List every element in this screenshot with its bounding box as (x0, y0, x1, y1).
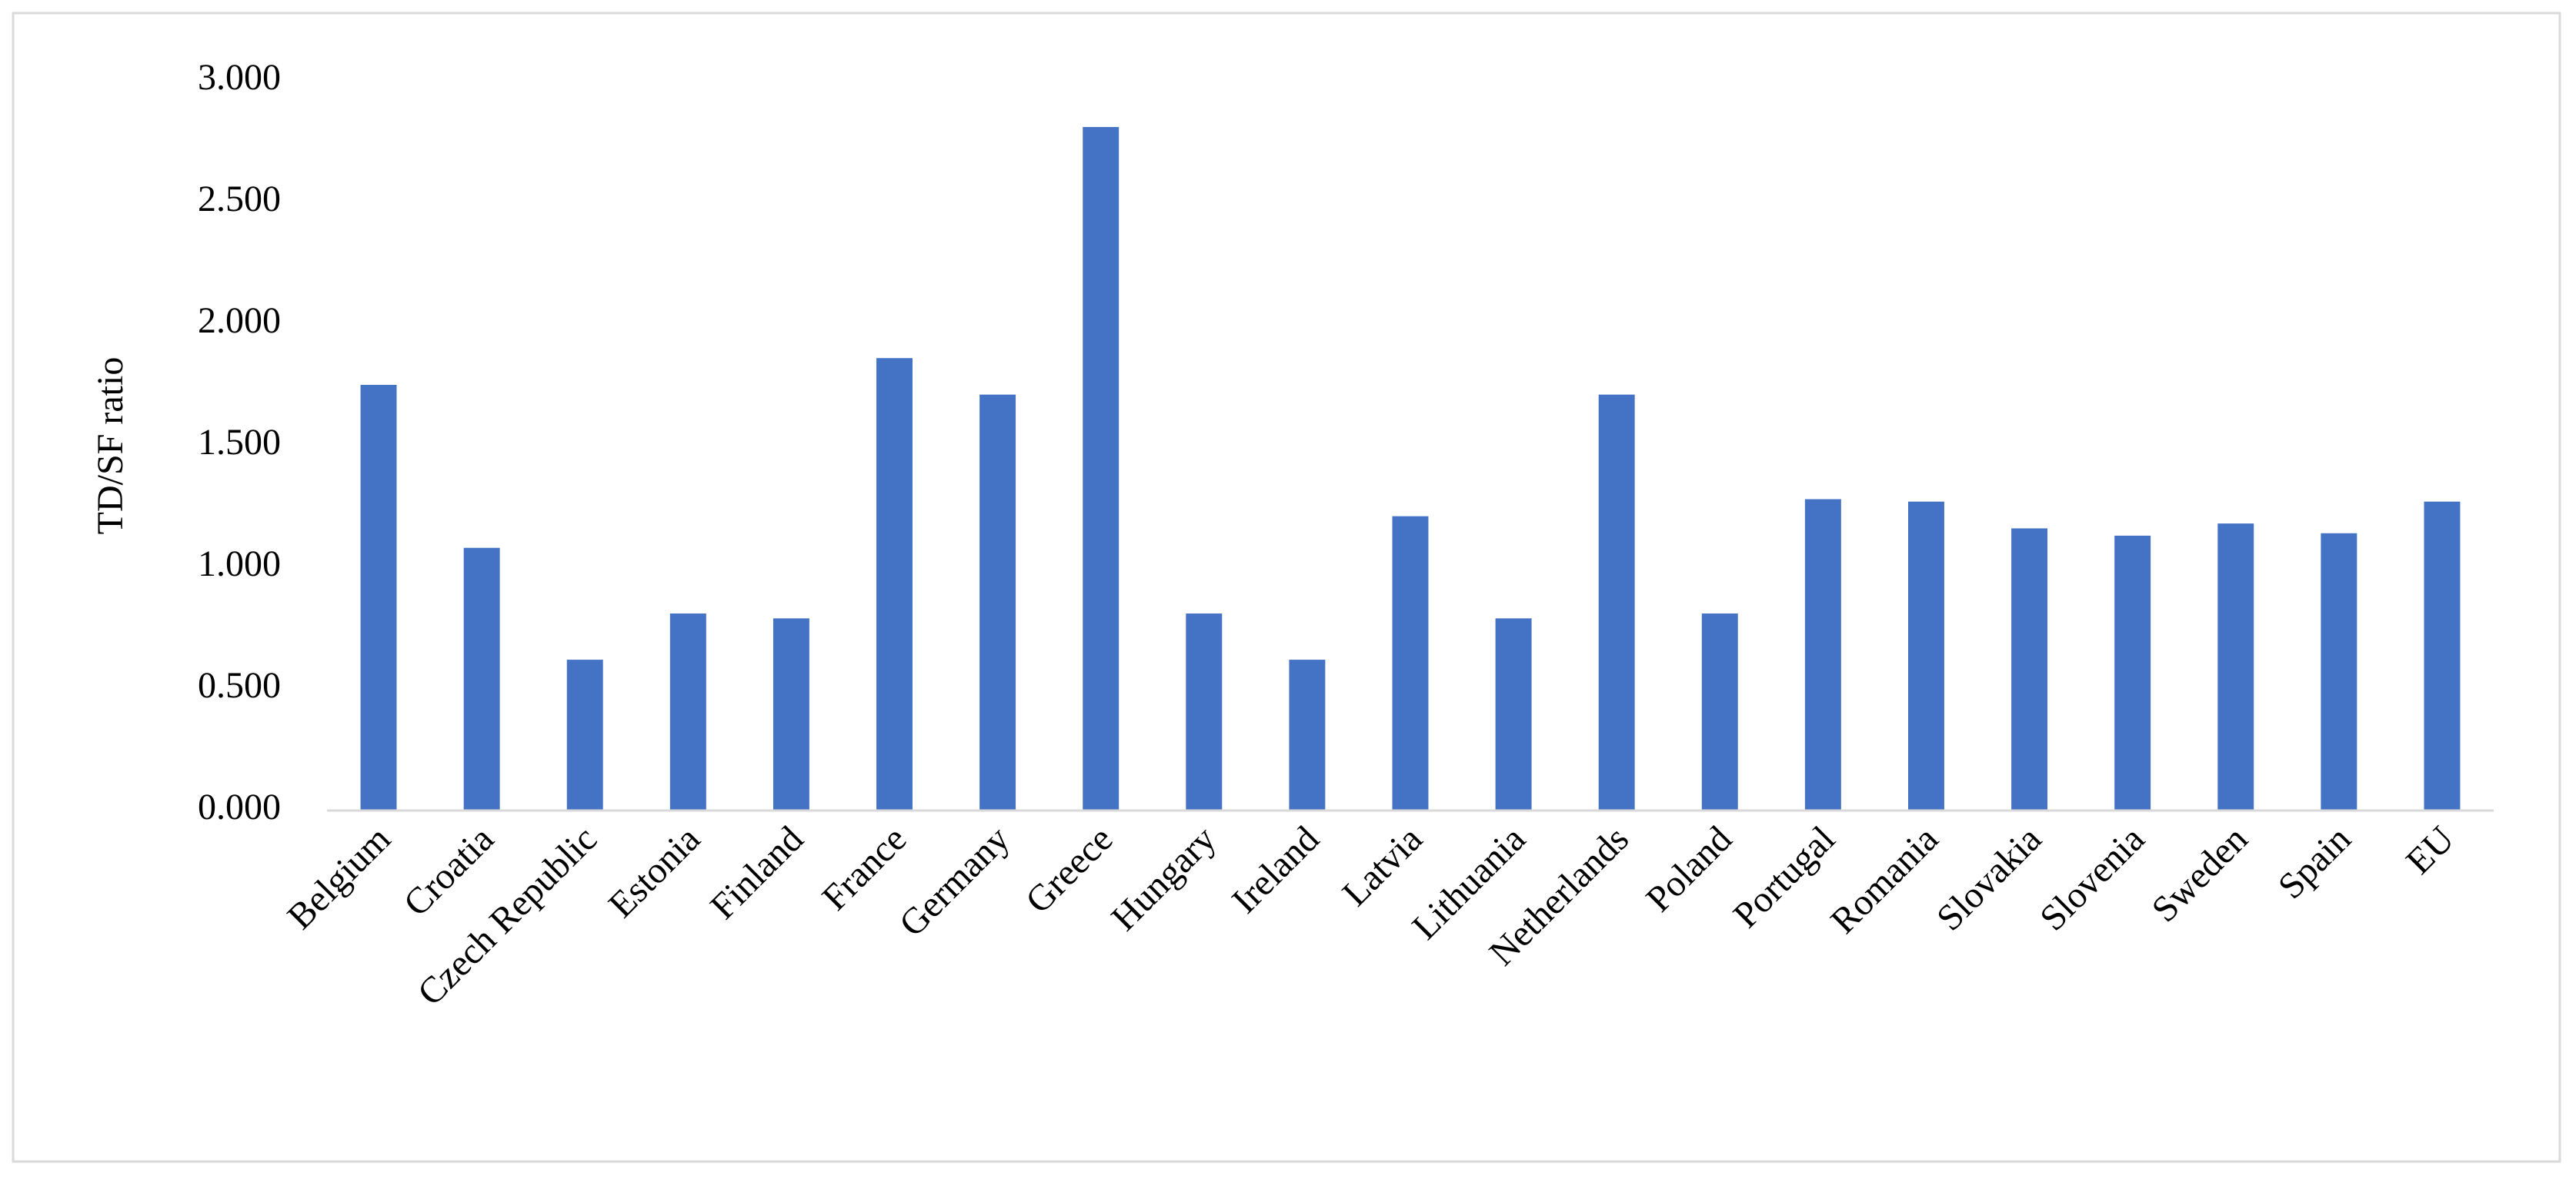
y-axis-label: TD/SF ratio (90, 357, 131, 535)
bar (360, 385, 397, 811)
bar (2424, 501, 2461, 811)
bar (1392, 516, 1429, 811)
bar (2011, 528, 2048, 811)
bar (1804, 499, 1841, 811)
bar (2114, 535, 2151, 811)
bar (1908, 501, 1944, 811)
bar (1289, 660, 1326, 811)
bar (979, 394, 1016, 811)
bar (669, 613, 706, 811)
y-tick-label: 1.000 (198, 543, 281, 584)
bar (2217, 523, 2254, 811)
y-tick-label: 1.500 (198, 422, 281, 463)
bar (2321, 533, 2357, 811)
y-tick-label: 3.000 (198, 57, 281, 98)
y-tick-label: 2.500 (198, 179, 281, 219)
bar (1701, 613, 1738, 811)
bar (1186, 613, 1223, 811)
y-tick-label: 0.500 (198, 665, 281, 706)
bar (566, 660, 603, 811)
bar (772, 618, 809, 811)
bar (1083, 127, 1119, 811)
y-tick-label: 2.000 (198, 300, 281, 341)
bar (876, 358, 913, 811)
bar (1598, 394, 1635, 811)
y-tick-label: 0.000 (198, 787, 281, 827)
bar (463, 547, 500, 811)
bar (1495, 618, 1532, 811)
